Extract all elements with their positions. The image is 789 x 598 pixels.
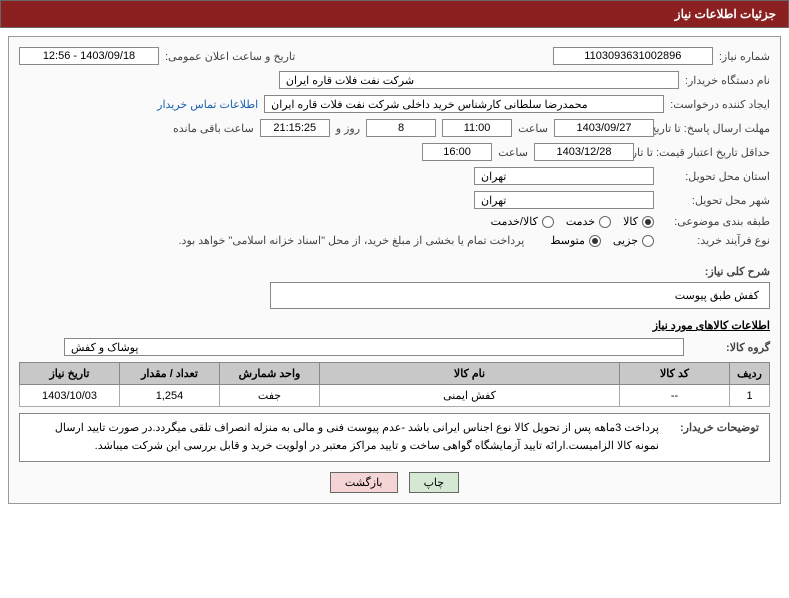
radio-icon <box>542 216 554 228</box>
remaining-time: 21:15:25 <box>260 119 330 137</box>
need-number-field: 1103093631002896 <box>553 47 713 65</box>
buyer-notes-label: توضیحات خریدار: <box>669 420 759 455</box>
main-panel: شماره نیاز: 1103093631002896 تاریخ و ساع… <box>8 36 781 504</box>
buyer-org-field: شرکت نفت فلات قاره ایران <box>279 71 679 89</box>
price-validity-time: 16:00 <box>422 143 492 161</box>
city-field: تهران <box>474 191 654 209</box>
general-desc-label: شرح کلی نیاز: <box>705 266 770 278</box>
col-name: نام کالا <box>320 363 620 385</box>
radio-goods-label: کالا <box>623 215 638 228</box>
cell-unit: جفت <box>220 385 320 407</box>
general-desc-text: کفش طبق پیوست <box>675 290 759 302</box>
process-note: پرداخت تمام یا بخشی از مبلغ خرید، از محل… <box>179 234 525 247</box>
goods-group-label: گروه کالا: <box>690 341 770 354</box>
radio-medium-label: متوسط <box>550 234 585 247</box>
goods-section-title: اطلاعات کالاهای مورد نیاز <box>19 319 770 332</box>
need-number-label: شماره نیاز: <box>719 50 770 63</box>
button-row: چاپ بازگشت <box>19 472 770 493</box>
col-code: کد کالا <box>620 363 730 385</box>
province-field: تهران <box>474 167 654 185</box>
radio-minor[interactable]: جزیی <box>613 234 654 247</box>
city-label: شهر محل تحویل: <box>660 194 770 207</box>
radio-icon <box>589 235 601 247</box>
general-desc-box: کفش طبق پیوست <box>270 282 770 309</box>
table-row: 1 -- کفش ایمنی جفت 1,254 1403/10/03 <box>20 385 770 407</box>
requester-field: محمدرضا سلطانی کارشناس خرید داخلی شرکت ن… <box>264 95 664 113</box>
classification-label: طبقه بندی موضوعی: <box>660 215 770 228</box>
col-unit: واحد شمارش <box>220 363 320 385</box>
cell-name: کفش ایمنی <box>320 385 620 407</box>
process-label: نوع فرآیند خرید: <box>660 234 770 247</box>
deadline-time: 11:00 <box>442 119 512 137</box>
radio-icon <box>599 216 611 228</box>
col-qty: تعداد / مقدار <box>120 363 220 385</box>
cell-date: 1403/10/03 <box>20 385 120 407</box>
print-button[interactable]: چاپ <box>409 472 460 493</box>
deadline-label: مهلت ارسال پاسخ: تا تاریخ: <box>660 122 770 135</box>
classification-radios: کالا خدمت کالا/خدمت <box>491 215 654 228</box>
col-row: ردیف <box>730 363 770 385</box>
announce-label: تاریخ و ساعت اعلان عمومی: <box>165 50 295 63</box>
radio-icon <box>642 235 654 247</box>
page-header: جزئیات اطلاعات نیاز <box>0 0 789 28</box>
deadline-days: 8 <box>366 119 436 137</box>
deadline-date: 1403/09/27 <box>554 119 654 137</box>
buyer-org-label: نام دستگاه خریدار: <box>685 74 770 87</box>
col-date: تاریخ نیاز <box>20 363 120 385</box>
requester-label: ایجاد کننده درخواست: <box>670 98 770 111</box>
goods-table: ردیف کد کالا نام کالا واحد شمارش تعداد /… <box>19 362 770 407</box>
radio-icon <box>642 216 654 228</box>
cell-row: 1 <box>730 385 770 407</box>
radio-minor-label: جزیی <box>613 234 638 247</box>
remaining-label: ساعت باقی مانده <box>173 122 254 135</box>
radio-medium[interactable]: متوسط <box>550 234 601 247</box>
back-button[interactable]: بازگشت <box>330 472 398 493</box>
deadline-time-label: ساعت <box>518 122 548 135</box>
page-title: جزئیات اطلاعات نیاز <box>675 7 776 21</box>
announce-field: 1403/09/18 - 12:56 <box>19 47 159 65</box>
radio-goods-service[interactable]: کالا/خدمت <box>491 215 554 228</box>
radio-service-label: خدمت <box>566 215 595 228</box>
radio-goods-service-label: کالا/خدمت <box>491 215 538 228</box>
province-label: استان محل تحویل: <box>660 170 770 183</box>
buyer-notes-box: توضیحات خریدار: پرداخت 3ماهه پس از تحویل… <box>19 413 770 462</box>
goods-group-field: پوشاک و کفش <box>64 338 684 356</box>
cell-qty: 1,254 <box>120 385 220 407</box>
process-radios: جزیی متوسط <box>550 234 654 247</box>
price-validity-date: 1403/12/28 <box>534 143 634 161</box>
days-label: روز و <box>336 122 360 135</box>
table-header-row: ردیف کد کالا نام کالا واحد شمارش تعداد /… <box>20 363 770 385</box>
radio-goods[interactable]: کالا <box>623 215 654 228</box>
price-validity-time-label: ساعت <box>498 146 528 159</box>
cell-code: -- <box>620 385 730 407</box>
buyer-contact-link[interactable]: اطلاعات تماس خریدار <box>157 98 258 111</box>
buyer-notes-text: پرداخت 3ماهه پس از تحویل کالا نوع اجناس … <box>30 420 659 455</box>
radio-service[interactable]: خدمت <box>566 215 611 228</box>
price-validity-label: حداقل تاریخ اعتبار قیمت: تا تاریخ: <box>640 146 770 159</box>
